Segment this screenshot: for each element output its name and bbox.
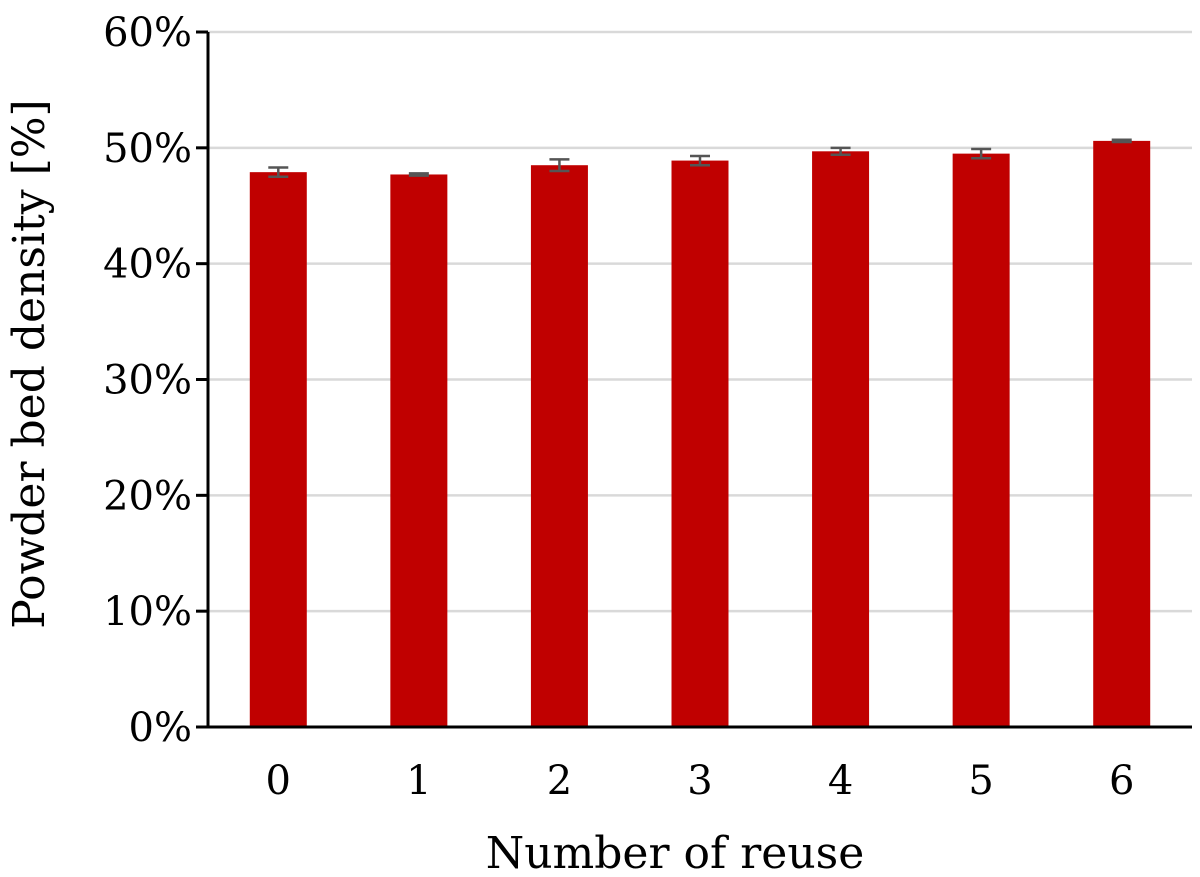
y-tick-labels: 0% 10% 20% 30% 40% 50% 60% — [103, 10, 192, 751]
error-bar — [971, 147, 992, 160]
y-tick-label: 40% — [103, 242, 192, 288]
bar — [390, 174, 448, 728]
x-tick-label: 4 — [828, 758, 853, 804]
bar — [671, 160, 729, 727]
x-tick-label: 3 — [687, 758, 712, 804]
bar — [530, 165, 588, 728]
error-bar — [408, 172, 429, 177]
x-tick-labels: 0 1 2 3 4 5 6 — [266, 758, 1135, 804]
error-bar — [830, 146, 851, 157]
x-axis-title: Number of reuse — [486, 828, 865, 877]
x-tick-label: 5 — [968, 758, 993, 804]
x-tick-label: 6 — [1109, 758, 1134, 804]
x-tick-label: 2 — [547, 758, 572, 804]
y-tick-label: 10% — [103, 589, 192, 635]
error-bar — [1111, 138, 1132, 144]
bar — [952, 153, 1010, 727]
y-tick-label: 0% — [129, 705, 192, 751]
error-bars — [268, 138, 1132, 179]
y-tick-label: 30% — [103, 358, 192, 404]
bars — [249, 140, 1151, 728]
error-bar — [268, 166, 289, 179]
bar — [1093, 140, 1151, 728]
bar — [249, 172, 307, 728]
y-tick-label: 20% — [103, 473, 192, 519]
y-tick-label: 50% — [103, 126, 192, 172]
axes — [196, 30, 1192, 729]
error-bar — [549, 158, 570, 173]
x-tick-label: 0 — [266, 758, 291, 804]
y-axis-title: Powder bed density [%] — [4, 99, 55, 628]
bar — [812, 151, 870, 727]
x-tick-label: 1 — [406, 758, 431, 804]
y-tick-label: 60% — [103, 10, 192, 56]
error-bar — [690, 154, 710, 167]
